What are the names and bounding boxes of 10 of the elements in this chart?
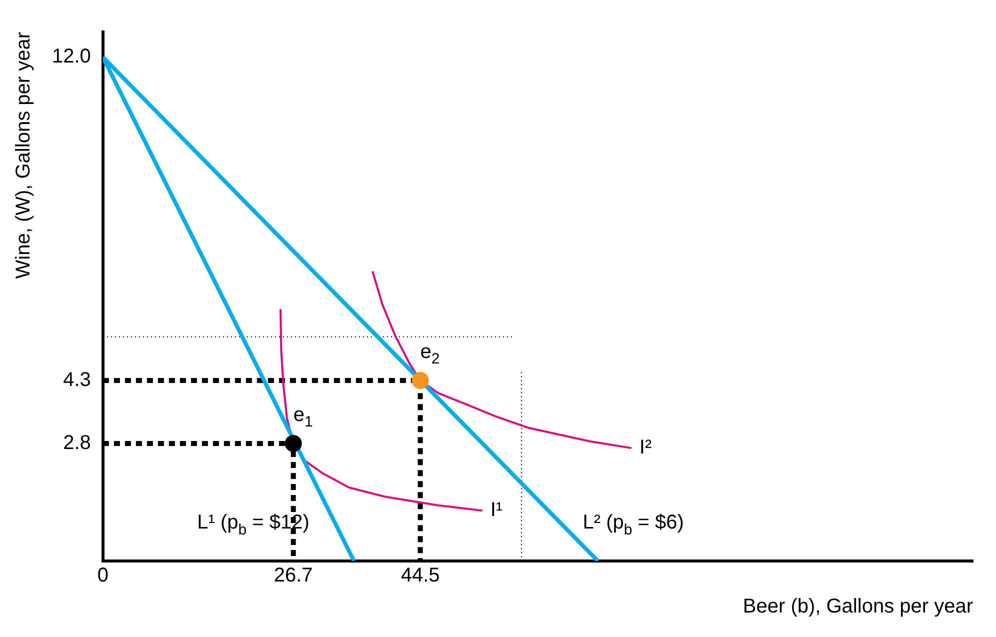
x-axis-title: Beer (b), Gallons per year <box>742 596 974 618</box>
y-axis-title: Wine, (W), Gallons per year <box>12 32 35 279</box>
y-tick-label: 4.3 <box>63 368 91 391</box>
x-tick-label: 44.5 <box>400 564 440 587</box>
annotation: I¹ <box>490 499 503 522</box>
y-tick-label: 12.0 <box>52 46 91 68</box>
x-tick-label: 0 <box>97 564 108 587</box>
x-tick-label: 26.7 <box>274 564 313 587</box>
annotation: I² <box>639 436 652 459</box>
y-tick-label: 2.8 <box>63 432 91 454</box>
